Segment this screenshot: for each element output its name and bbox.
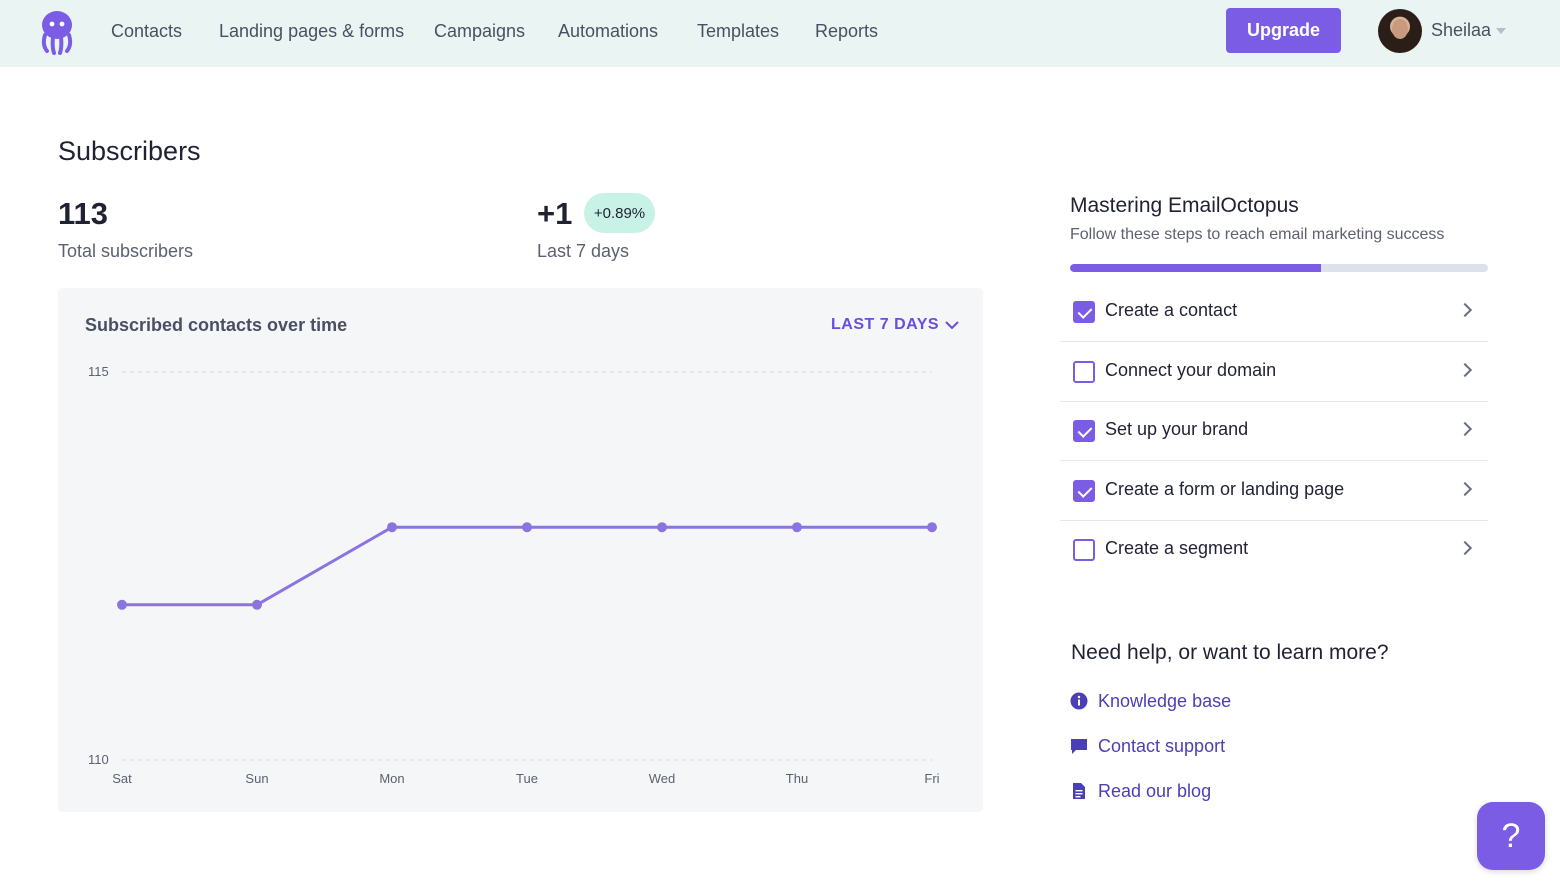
chevron-right-icon [1457, 421, 1473, 437]
knowledge-base-link[interactable]: Knowledge base [1070, 689, 1231, 713]
octopus-logo-icon[interactable] [38, 9, 76, 55]
step-checkbox[interactable] [1073, 420, 1095, 442]
step-checkbox[interactable] [1073, 361, 1095, 383]
step-label: Set up your brand [1105, 419, 1249, 439]
knowledge-base-label: Knowledge base [1098, 690, 1232, 711]
caret-down-icon[interactable] [1496, 28, 1506, 34]
user-menu-name[interactable]: Sheilaa [1431, 20, 1492, 40]
data-point [252, 599, 262, 610]
upgrade-button[interactable]: Upgrade [1226, 8, 1341, 53]
info-icon [1070, 692, 1088, 710]
read-blog-label: Read our blog [1098, 780, 1212, 801]
change-percent-badge: +0.89% [584, 193, 655, 233]
x-tick-label: Fri [924, 771, 939, 786]
step-label: Create a segment [1105, 538, 1249, 558]
onboarding-subtitle: Follow these steps to reach email market… [1070, 226, 1445, 243]
data-point [792, 522, 802, 533]
y-tick-label: 115 [88, 364, 109, 379]
top-navigation: Contacts Landing pages & forms Campaigns… [0, 0, 1560, 67]
chevron-right-icon [1457, 302, 1473, 318]
x-tick-label: Sat [112, 771, 132, 786]
onboarding-progress-bar [1070, 264, 1488, 272]
nav-templates[interactable]: Templates [697, 21, 780, 41]
total-subscribers-value: 113 [58, 196, 109, 231]
step-checkbox[interactable] [1073, 301, 1095, 323]
step-checkbox[interactable] [1073, 480, 1095, 502]
step-set-up-brand[interactable]: Set up your brand [1060, 402, 1488, 461]
onboarding-progress-fill [1070, 264, 1321, 272]
series-line [122, 525, 932, 607]
page-title: Subscribers [58, 136, 201, 166]
date-range-select[interactable]: LAST 7 DAYS [831, 316, 959, 334]
step-connect-domain[interactable]: Connect your domain [1060, 343, 1488, 402]
data-point [657, 522, 667, 533]
chevron-down-icon [945, 321, 959, 330]
nav-contacts[interactable]: Contacts [111, 21, 183, 41]
avatar[interactable] [1378, 9, 1422, 53]
nav-campaigns[interactable]: Campaigns [434, 21, 526, 41]
x-tick-label: Mon [379, 771, 404, 786]
subscribers-line-chart: 110 115 Sat Sun Mon Tue Wed Thu Fri [88, 364, 940, 786]
x-tick-label: Thu [786, 771, 808, 786]
chevron-right-icon [1457, 362, 1473, 378]
step-create-form[interactable]: Create a form or landing page [1060, 462, 1488, 521]
step-label: Create a form or landing page [1105, 479, 1345, 499]
nav-landing-pages-forms[interactable]: Landing pages & forms [219, 21, 405, 41]
data-point [927, 522, 937, 533]
total-subscribers-label: Total subscribers [58, 241, 194, 261]
subscriber-change-label: Last 7 days [537, 241, 630, 261]
chat-icon [1071, 739, 1087, 754]
date-range-label: LAST 7 DAYS [831, 316, 940, 333]
subscriber-change-value: +1 [537, 196, 573, 231]
chart-card [58, 288, 983, 812]
contact-support-label: Contact support [1098, 735, 1226, 756]
data-point [387, 522, 397, 533]
nav-reports[interactable]: Reports [815, 21, 879, 41]
data-point [117, 599, 127, 610]
onboarding-title: Mastering EmailOctopus [1070, 194, 1299, 217]
x-tick-label: Wed [649, 771, 676, 786]
step-checkbox[interactable] [1073, 539, 1095, 561]
x-tick-label: Sun [245, 771, 268, 786]
read-blog-link[interactable]: Read our blog [1070, 779, 1211, 803]
step-label: Create a contact [1105, 300, 1238, 320]
chevron-right-icon [1457, 481, 1473, 497]
contact-support-link[interactable]: Contact support [1070, 734, 1225, 758]
chevron-right-icon [1457, 540, 1473, 556]
step-label: Connect your domain [1105, 360, 1277, 380]
nav-automations[interactable]: Automations [558, 21, 659, 41]
data-point [522, 522, 532, 533]
y-tick-label: 110 [88, 752, 109, 767]
step-create-segment[interactable]: Create a segment [1060, 521, 1488, 580]
step-create-contact[interactable]: Create a contact [1060, 283, 1488, 342]
help-title: Need help, or want to learn more? [1071, 641, 1389, 664]
chart-title: Subscribed contacts over time [85, 315, 348, 335]
document-icon [1073, 783, 1085, 799]
x-tick-label: Tue [516, 771, 538, 786]
help-button[interactable]: ? [1477, 802, 1545, 870]
